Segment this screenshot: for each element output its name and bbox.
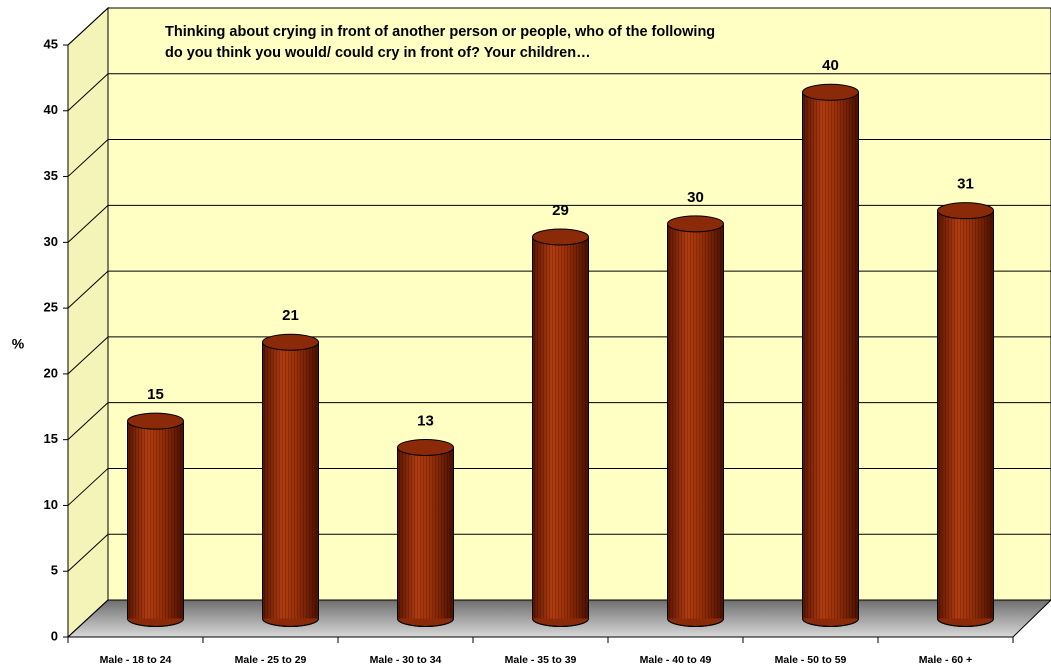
y-tick-label: 30 bbox=[44, 234, 58, 249]
bar-outline bbox=[127, 421, 184, 627]
x-tick-label: Male - 50 to 59 bbox=[775, 654, 847, 666]
y-tick-label: 40 bbox=[44, 102, 58, 117]
bar-group bbox=[397, 438, 454, 627]
bar-stripes bbox=[262, 342, 319, 619]
value-label: 15 bbox=[147, 386, 164, 403]
value-label: 21 bbox=[282, 307, 299, 324]
bar-top bbox=[262, 333, 319, 351]
y-tick-label: 35 bbox=[44, 168, 58, 183]
grid-line bbox=[67, 402, 1051, 441]
bar-stripes bbox=[802, 92, 859, 619]
bar-group bbox=[802, 83, 859, 627]
side-wall bbox=[67, 6, 109, 639]
y-tick-label: 10 bbox=[44, 497, 58, 512]
y-tick-label: 45 bbox=[44, 36, 58, 51]
value-label: 31 bbox=[957, 176, 974, 193]
bar-outline bbox=[397, 447, 454, 627]
bar-top bbox=[937, 202, 994, 220]
bar-top bbox=[127, 412, 184, 430]
bar-outline bbox=[532, 236, 589, 627]
bar-group bbox=[937, 202, 994, 627]
y-axis-label: % bbox=[12, 336, 25, 352]
y-tick-label: 0 bbox=[51, 628, 58, 643]
bar-group bbox=[667, 215, 724, 627]
bar-outline bbox=[262, 342, 319, 627]
y-tick-label: 25 bbox=[44, 300, 58, 315]
value-label: 29 bbox=[552, 202, 569, 219]
x-tick-label: Male - 40 to 49 bbox=[640, 654, 712, 666]
bar-top bbox=[802, 83, 859, 101]
bar-group bbox=[127, 412, 184, 627]
grid-line bbox=[67, 73, 1051, 112]
grid-line bbox=[67, 139, 1051, 177]
grid-line bbox=[67, 7, 1051, 46]
bar-stripes bbox=[532, 236, 589, 619]
value-label: 40 bbox=[822, 57, 839, 74]
x-tick-label: Male - 18 to 24 bbox=[100, 654, 172, 666]
x-tick-label: Male - 25 to 29 bbox=[235, 654, 307, 666]
value-label: 30 bbox=[687, 189, 704, 206]
bar-top bbox=[532, 228, 589, 246]
y-tick-label: 20 bbox=[44, 365, 58, 380]
y-tick-label: 5 bbox=[51, 563, 58, 578]
grid-line bbox=[67, 467, 1051, 506]
grid-line bbox=[67, 204, 1051, 243]
bar-outline bbox=[802, 92, 859, 627]
bar-stripes bbox=[937, 210, 994, 619]
bar-stripes bbox=[397, 447, 454, 619]
bar-stripes bbox=[127, 421, 184, 619]
bar-stripes bbox=[667, 223, 724, 619]
bar-top bbox=[397, 438, 454, 456]
y-tick-label: 15 bbox=[44, 431, 58, 446]
bar-group bbox=[532, 228, 589, 627]
grid-line bbox=[67, 270, 1051, 309]
bar-outline bbox=[667, 223, 724, 627]
bar-top bbox=[667, 215, 724, 233]
bar-outline bbox=[937, 210, 994, 627]
x-tick-label: Male - 35 to 39 bbox=[505, 654, 577, 666]
value-label: 13 bbox=[417, 412, 434, 429]
grid-line bbox=[67, 599, 1051, 638]
bar-group bbox=[262, 333, 319, 627]
x-tick-label: Male - 30 to 34 bbox=[370, 654, 442, 666]
grid-line bbox=[67, 336, 1051, 375]
chart-title: Thinking about crying in front of anothe… bbox=[165, 24, 716, 61]
x-tick-label: Male - 60 + bbox=[919, 654, 972, 666]
grid-line bbox=[67, 533, 1051, 572]
